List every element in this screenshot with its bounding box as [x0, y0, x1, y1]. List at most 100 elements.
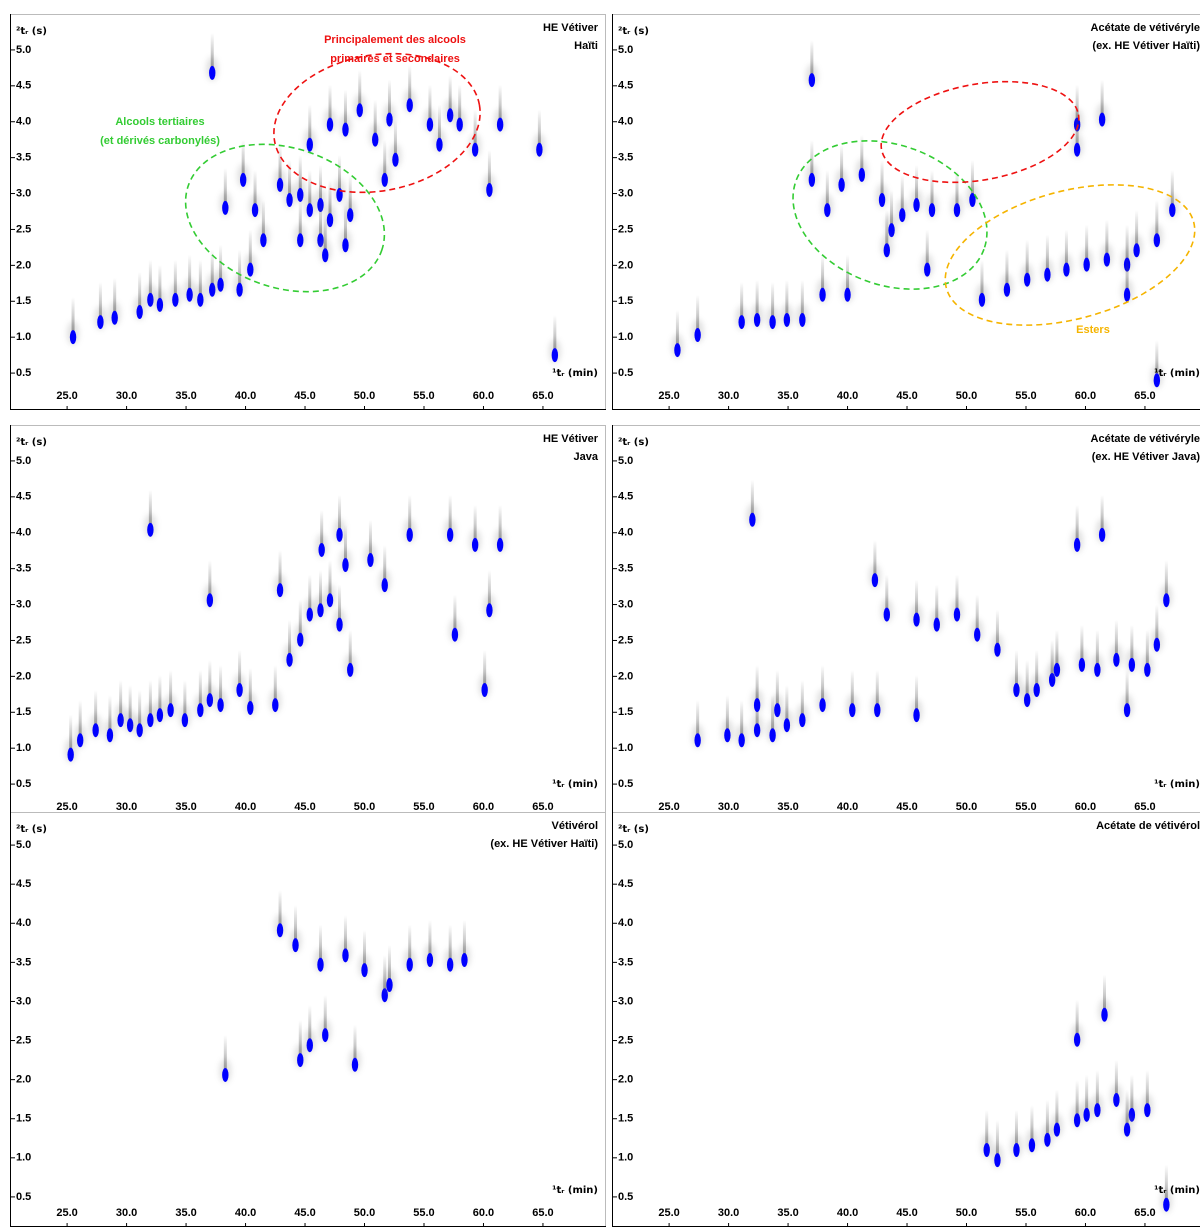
x-tick-label: 65.0 — [1134, 1207, 1155, 1219]
spot — [97, 315, 104, 330]
spot — [1094, 1103, 1101, 1118]
x-tick-label: 50.0 — [354, 801, 375, 813]
spot-tail — [318, 924, 322, 961]
spot — [674, 343, 681, 358]
y-tick-label: 3.0 — [618, 995, 633, 1007]
spot — [318, 542, 325, 557]
spot-tail — [387, 79, 391, 116]
panel-title: Acétate de vétivérol — [1096, 820, 1200, 832]
spot-tail — [1030, 1105, 1034, 1142]
spot — [156, 708, 164, 723]
spot-tail — [1155, 340, 1159, 377]
y-tick-label: 0.5 — [618, 367, 633, 379]
spot-tail — [1095, 629, 1099, 666]
spot — [367, 553, 374, 568]
spot-tail — [383, 139, 387, 176]
spot-tail — [860, 134, 864, 171]
spot-tail — [1125, 1089, 1129, 1126]
spot — [1083, 1107, 1090, 1122]
spot-tail — [1130, 624, 1134, 661]
y-axis-label: ²tᵣ (s) — [618, 824, 649, 835]
spot-tail — [487, 570, 491, 607]
spot-tail — [448, 494, 452, 531]
spot-tail — [740, 282, 744, 319]
spot — [436, 137, 443, 152]
panel-frame — [612, 425, 1200, 821]
x-tick-label: 30.0 — [116, 801, 137, 813]
spot-tail — [148, 259, 152, 296]
spot-tail — [253, 170, 257, 207]
y-tick-label: 4.5 — [618, 878, 633, 890]
spot-tail — [308, 170, 312, 207]
spot-tail — [169, 670, 173, 707]
spot-tail — [935, 584, 939, 621]
spot — [446, 527, 454, 542]
spot — [361, 963, 368, 978]
spot-tail — [308, 574, 312, 611]
y-tick-label: 5.0 — [618, 839, 633, 851]
y-tick-label: 0.5 — [16, 1191, 31, 1203]
x-axis-label: ¹tᵣ (min) — [552, 368, 598, 379]
y-tick-label: 1.5 — [16, 706, 31, 718]
spot-tail — [1075, 84, 1079, 121]
spot-tail — [980, 259, 984, 296]
spot — [381, 988, 388, 1003]
spot — [1153, 637, 1161, 652]
spot-tail — [1045, 1099, 1049, 1136]
spot-tail — [328, 180, 332, 217]
spot-tail — [393, 119, 397, 156]
x-tick-label: 25.0 — [56, 801, 77, 813]
spot-tail — [210, 249, 214, 286]
spot-tail — [408, 65, 412, 102]
spot-tail — [1100, 79, 1104, 116]
spot-tail — [985, 1110, 989, 1146]
spot-tail — [428, 84, 432, 121]
spot-tail — [925, 229, 929, 266]
spot — [994, 1153, 1001, 1168]
spot-tail — [821, 665, 825, 702]
spot — [888, 223, 895, 238]
spot-tail — [1135, 210, 1139, 247]
spot — [551, 348, 559, 363]
spot-tail — [383, 545, 387, 582]
spot-tail — [278, 890, 282, 927]
x-tick-label: 40.0 — [235, 1207, 256, 1219]
x-tick-label: 60.0 — [473, 1207, 494, 1219]
plot-area — [980, 974, 1173, 1213]
annotation: Principalement des alcools — [324, 34, 466, 46]
spot-tail — [473, 504, 477, 541]
spot-tail — [498, 504, 502, 541]
spot-tail — [696, 295, 700, 332]
spot-tail — [113, 277, 117, 314]
y-tick-label: 4.5 — [16, 491, 31, 503]
spot-tail — [915, 675, 919, 712]
spot — [236, 282, 243, 297]
spot-tail — [318, 570, 322, 607]
spot — [1013, 1143, 1020, 1157]
spot — [292, 938, 299, 953]
annotation: primaires et secondaires — [330, 53, 460, 65]
x-tick-label: 55.0 — [1015, 390, 1036, 402]
spot — [953, 203, 961, 218]
spot-tail — [383, 955, 387, 992]
region-outline — [273, 52, 481, 194]
spot-tail — [318, 165, 322, 202]
panel: 0.5 1.0 1.5 2.0 2.5 3.0 3.5 4.0 4.5 5.0 25.0 30.0 35… — [10, 14, 606, 410]
spot — [799, 312, 806, 327]
spot — [276, 583, 284, 598]
spot — [67, 747, 74, 762]
spot — [372, 132, 379, 147]
x-tick-label: 30.0 — [116, 1207, 137, 1219]
annotation: (et dérivés carbonylés) — [100, 135, 220, 147]
spot-tail — [71, 297, 75, 334]
x-tick-label: 65.0 — [532, 390, 553, 402]
spot — [206, 693, 214, 708]
x-tick-label: 30.0 — [116, 390, 137, 402]
spot — [928, 203, 936, 218]
spot-tail — [173, 259, 177, 296]
x-tick-label: 55.0 — [1015, 1207, 1036, 1219]
panel-title: (ex. HE Vétiver Haïti) — [1092, 40, 1200, 52]
x-tick-label: 45.0 — [896, 801, 917, 813]
spot — [1023, 272, 1031, 287]
